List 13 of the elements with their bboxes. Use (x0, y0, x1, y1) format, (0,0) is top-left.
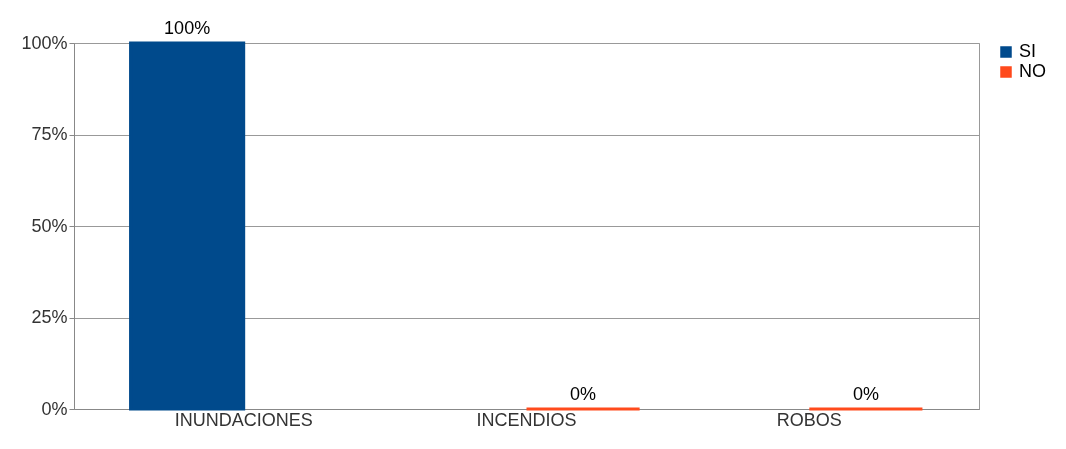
x-tick-label: INCENDIOS (476, 409, 577, 430)
y-tick-label: 0% (41, 398, 68, 419)
data-label: 0% (852, 384, 879, 404)
x-tick-label: ROBOS (776, 409, 842, 430)
y-tick-label: 75% (31, 124, 68, 144)
data-label: 0% (570, 384, 597, 404)
legend-label: SI (1019, 41, 1037, 61)
data-label: 100% (164, 18, 211, 38)
y-tick-label: 25% (31, 307, 68, 327)
legend-label: NO (1019, 61, 1046, 81)
y-tick-label: 100% (21, 32, 68, 53)
y-tick-label: 50% (31, 215, 68, 236)
x-tick-label: INUNDACIONES (174, 409, 313, 430)
